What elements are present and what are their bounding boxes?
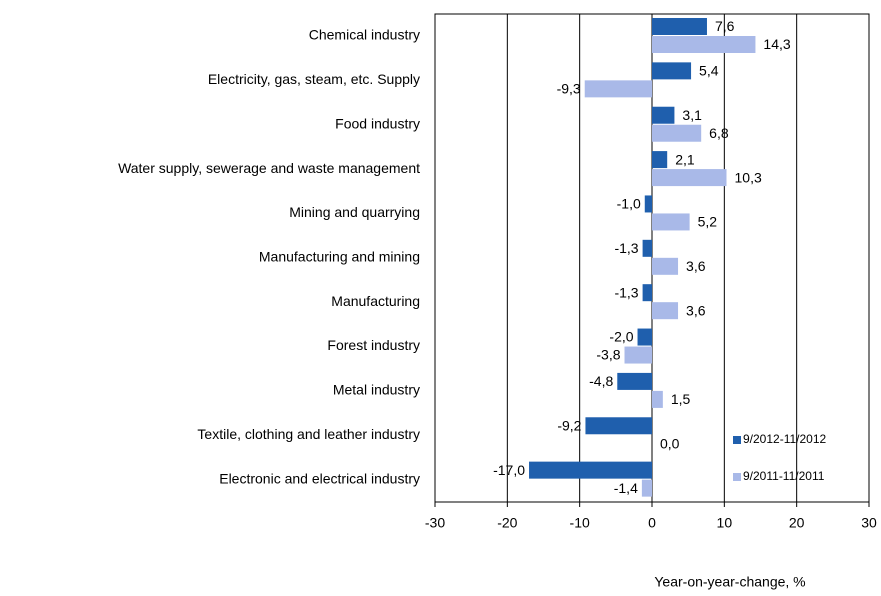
value-label: -9,2 (557, 417, 581, 433)
bar (652, 390, 663, 408)
value-label: 1,5 (671, 391, 691, 407)
value-label: 7,6 (715, 18, 735, 34)
bar (585, 417, 652, 435)
y-tick-label: Mining and quarrying (289, 204, 420, 220)
value-label: -1,3 (614, 240, 638, 256)
value-label: -17,0 (493, 462, 525, 478)
y-tick-label: Water supply, sewerage and waste managem… (118, 160, 420, 176)
value-label: 3,6 (686, 258, 706, 274)
x-tick-label: -10 (570, 515, 590, 531)
bar (652, 151, 668, 169)
legend-swatch (733, 473, 741, 481)
bar (652, 106, 675, 124)
value-label: 0,0 (660, 435, 680, 451)
bar (637, 328, 652, 346)
bar (529, 461, 652, 479)
y-tick-label: Manufacturing (331, 293, 420, 309)
x-axis-label: Year-on-year-change, % (654, 574, 805, 590)
y-tick-label: Electricity, gas, steam, etc. Supply (208, 71, 420, 87)
bar (652, 18, 707, 35)
bar (642, 284, 652, 302)
x-tick-label: -30 (425, 515, 445, 531)
bar (652, 124, 702, 142)
value-label: -9,3 (557, 81, 581, 97)
y-tick-label: Electronic and electrical industry (219, 470, 420, 486)
y-tick-label: Food industry (335, 115, 420, 131)
x-tick-label: 0 (648, 515, 656, 531)
value-label: -4,8 (589, 373, 613, 389)
y-tick-label: Textile, clothing and leather industry (197, 426, 420, 442)
x-tick-label: 30 (861, 515, 877, 531)
value-label: 14,3 (763, 36, 790, 52)
value-label: -2,0 (609, 329, 633, 345)
bar (642, 239, 652, 257)
bar (652, 257, 679, 275)
bar (652, 302, 679, 320)
y-tick-label: Chemical industry (309, 27, 420, 43)
legend-swatch (733, 436, 741, 444)
value-label: 5,2 (698, 214, 718, 230)
bar (652, 36, 756, 53)
value-label: 6,8 (709, 125, 729, 141)
legend-label: 9/2012-11/2012 (743, 432, 827, 446)
value-label: 5,4 (699, 63, 719, 79)
value-label: -1,4 (614, 480, 638, 496)
value-label: 2,1 (675, 151, 695, 167)
y-tick-label: Metal industry (333, 382, 420, 398)
bar (617, 372, 652, 390)
legend-label: 9/2011-11/2011 (743, 469, 825, 483)
value-label: 3,6 (686, 302, 706, 318)
bar (641, 479, 652, 497)
value-label: 3,1 (682, 107, 702, 123)
x-tick-label: -20 (497, 515, 517, 531)
y-tick-label: Forest industry (327, 337, 420, 353)
bar (652, 213, 690, 231)
bar (644, 195, 652, 213)
y-tick-label: Manufacturing and mining (259, 249, 420, 265)
bar (652, 169, 727, 187)
x-tick-label: 20 (789, 515, 805, 531)
bar (652, 62, 692, 80)
value-label: -1,0 (617, 196, 641, 212)
value-label: -1,3 (614, 284, 638, 300)
value-label: 10,3 (735, 169, 762, 185)
value-label: -3,8 (596, 347, 620, 363)
bar (584, 80, 652, 98)
x-tick-label: 10 (717, 515, 733, 531)
bar (624, 346, 652, 364)
